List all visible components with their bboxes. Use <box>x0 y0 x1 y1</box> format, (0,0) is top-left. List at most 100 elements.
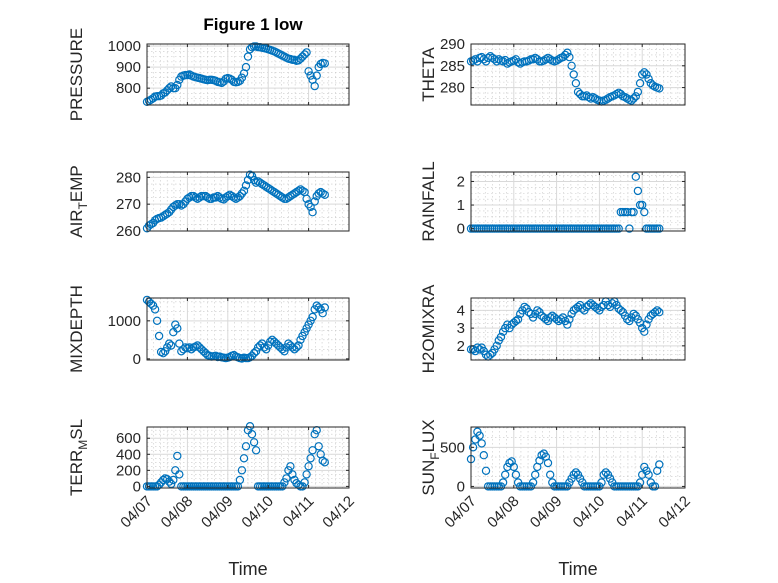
x-axis-label: Time <box>228 559 267 579</box>
y-tick-label: 200 <box>116 462 141 479</box>
data-point <box>498 478 508 487</box>
data-point <box>318 309 327 318</box>
y-tick-label: 280 <box>440 80 465 97</box>
axes-frame <box>146 43 350 106</box>
data-point <box>278 345 287 354</box>
data-point <box>531 470 540 479</box>
data-point <box>650 224 660 233</box>
data-point <box>599 470 608 479</box>
data-point <box>620 92 630 102</box>
data-point <box>633 186 643 196</box>
data-point <box>288 343 297 352</box>
data-point <box>310 197 319 206</box>
data-point <box>278 193 287 202</box>
data-point <box>475 431 484 440</box>
axes-frame <box>470 297 686 361</box>
data-point <box>320 458 329 467</box>
data-point <box>565 315 574 324</box>
x-tick-label: 04/12 <box>655 493 694 532</box>
y-tick-label: 800 <box>116 80 141 97</box>
data-point <box>539 56 549 65</box>
y-tick-label: 0 <box>133 478 141 495</box>
data-point <box>288 470 297 479</box>
data-point <box>655 460 664 469</box>
data-point <box>612 224 621 233</box>
subplot-air-temp: 260 270 280 AIRTEMP <box>67 165 350 240</box>
data-point <box>314 303 323 312</box>
data-point <box>298 482 307 491</box>
data-point <box>468 224 478 233</box>
data-point <box>608 224 617 233</box>
data-point <box>638 70 647 79</box>
x-tick-label: 04/09 <box>198 493 237 532</box>
data-point <box>575 224 585 233</box>
subplot-h2omixra: 234 H2OMIXRA <box>419 284 686 373</box>
y-tick-label: 900 <box>116 59 141 76</box>
data-point <box>468 443 478 452</box>
data-point <box>304 67 313 76</box>
axes-frame <box>146 297 350 361</box>
data-point <box>537 451 546 460</box>
data-point <box>554 482 563 491</box>
data-point <box>546 470 555 479</box>
data-point <box>614 224 623 233</box>
data-point <box>580 482 589 491</box>
axes-frame <box>470 426 686 489</box>
data-point <box>164 83 174 93</box>
data-point <box>203 193 212 202</box>
data-point <box>479 451 488 460</box>
axes-frame <box>146 171 350 232</box>
subplot-sun-flux: 0 500 04/07 04/08 04/09 04/10 04/11 04/12 Time SU… <box>419 419 694 579</box>
data-point <box>522 224 531 233</box>
y-tick-label: 0 <box>457 478 465 495</box>
data-point <box>561 50 570 60</box>
data-point <box>509 462 518 472</box>
data-point <box>511 316 521 326</box>
x-tick-label: 04/10 <box>238 493 277 532</box>
data-point <box>166 82 176 91</box>
data-point <box>507 457 516 466</box>
data-point <box>306 71 315 80</box>
data-point <box>241 62 251 72</box>
data-point <box>565 224 574 233</box>
data-point <box>569 470 578 479</box>
x-tick-label: 04/10 <box>570 493 609 532</box>
y-axis-label: MIXDEPTH <box>67 285 86 373</box>
data-point <box>191 193 200 202</box>
data-point <box>526 224 536 233</box>
data-point <box>164 339 174 348</box>
data-point <box>616 306 626 315</box>
data-point <box>175 470 184 479</box>
data-point <box>298 186 307 195</box>
data-point <box>644 74 653 84</box>
data-point <box>475 345 484 354</box>
data-point <box>185 343 194 352</box>
data-point <box>558 224 568 233</box>
data-point <box>237 189 247 198</box>
data-point <box>588 92 598 102</box>
data-point <box>505 224 514 233</box>
y-tick-label: 2 <box>457 338 465 355</box>
data-point <box>580 224 589 233</box>
y-axis-label: AIRTEMP <box>67 165 90 238</box>
y-tick-label: 0 <box>457 221 465 238</box>
data-point <box>635 478 645 487</box>
data-point <box>320 190 329 199</box>
data-point <box>481 466 491 475</box>
data-point <box>640 68 649 77</box>
data-point <box>173 80 182 90</box>
data-point <box>166 341 176 350</box>
y-tick-label: 3 <box>457 320 465 337</box>
data-point <box>490 482 499 491</box>
data-point <box>302 48 311 57</box>
data-point <box>655 308 664 317</box>
y-tick-label: 260 <box>116 223 141 240</box>
data-point <box>558 52 568 62</box>
data-point <box>650 482 660 491</box>
data-point <box>655 84 664 93</box>
y-axis-label: RAINFALL <box>419 161 438 241</box>
data-point <box>318 456 327 465</box>
data-point <box>173 451 182 461</box>
data-point <box>558 482 568 491</box>
